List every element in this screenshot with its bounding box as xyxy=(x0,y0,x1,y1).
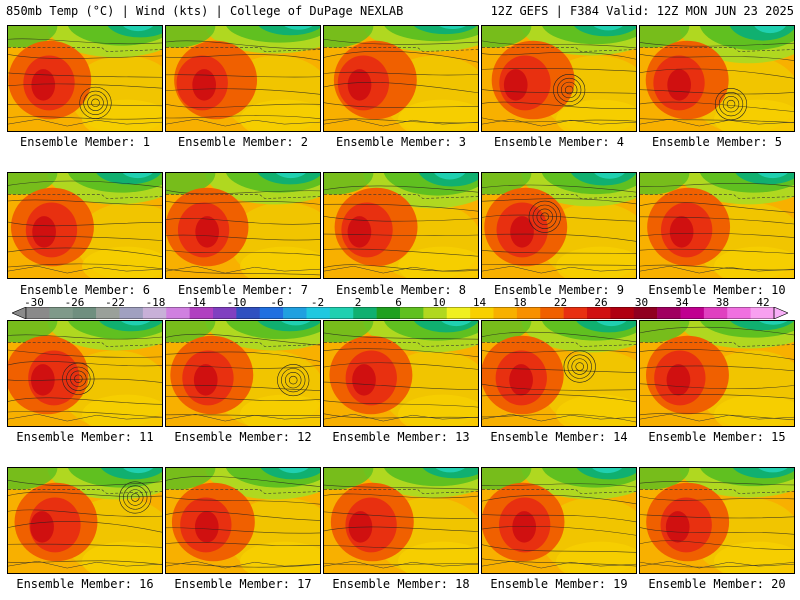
colorbar-tick-label: -26 xyxy=(64,296,85,309)
model-run-info: 12Z GEFS | F384 Valid: 12Z MON JUN 23 20… xyxy=(490,4,794,18)
ensemble-member-label: Ensemble Member: 20 xyxy=(648,577,786,591)
ensemble-member-label: Ensemble Member: 4 xyxy=(493,135,625,149)
ensemble-member-map xyxy=(639,320,795,427)
ensemble-member-map xyxy=(165,320,321,427)
colorbar-tick-label: 10 xyxy=(432,296,446,309)
colorbar-tick-label: -2 xyxy=(310,296,325,309)
ensemble-member-label: Ensemble Member: 12 xyxy=(174,430,312,444)
ensemble-member-label: Ensemble Member: 1 xyxy=(19,135,151,149)
ensemble-member-map xyxy=(7,467,163,574)
ensemble-member-label: Ensemble Member: 17 xyxy=(174,577,312,591)
ensemble-member-label: Ensemble Member: 11 xyxy=(16,430,154,444)
ensemble-member-label: Ensemble Member: 5 xyxy=(651,135,783,149)
ensemble-member-map xyxy=(323,467,479,574)
temperature-colorbar xyxy=(12,307,788,319)
colorbar-tick-label: -18 xyxy=(145,296,166,309)
ensemble-member-label: Ensemble Member: 14 xyxy=(490,430,628,444)
ensemble-member-label: Ensemble Member: 9 xyxy=(493,283,625,297)
ensemble-member-map xyxy=(323,172,479,279)
ensemble-member-map xyxy=(7,172,163,279)
ensemble-member-map xyxy=(481,320,637,427)
ensemble-member-label: Ensemble Member: 16 xyxy=(16,577,154,591)
ensemble-member-label: Ensemble Member: 7 xyxy=(177,283,309,297)
colorbar-tick-label: -22 xyxy=(105,296,125,309)
map-title: 850mb Temp (°C) | Wind (kts) | College o… xyxy=(6,4,404,18)
ensemble-member-label: Ensemble Member: 6 xyxy=(19,283,151,297)
ensemble-member-map xyxy=(639,467,795,574)
ensemble-member-map xyxy=(323,25,479,132)
ensemble-member-map xyxy=(7,320,163,427)
ensemble-member-map xyxy=(481,172,637,279)
colorbar-tick-label: 6 xyxy=(395,296,402,309)
ensemble-member-map xyxy=(165,172,321,279)
ensemble-member-map xyxy=(323,320,479,427)
colorbar-tick-label: -10 xyxy=(226,296,247,309)
colorbar-tick-label: 42 xyxy=(756,296,770,309)
ensemble-member-label: Ensemble Member: 10 xyxy=(648,283,786,297)
ensemble-member-label: Ensemble Member: 3 xyxy=(335,135,467,149)
colorbar-tick-label: -30 xyxy=(24,296,44,309)
colorbar-tick-label: 18 xyxy=(513,296,527,309)
colorbar-tick-label: 22 xyxy=(553,296,568,309)
ensemble-member-label: Ensemble Member: 2 xyxy=(177,135,309,149)
colorbar-tick-label: 26 xyxy=(594,296,608,309)
ensemble-member-map xyxy=(639,25,795,132)
ensemble-member-map xyxy=(481,467,637,574)
colorbar-tick-label: 38 xyxy=(715,296,730,309)
colorbar-tick-label: -14 xyxy=(186,296,206,309)
ensemble-member-label: Ensemble Member: 13 xyxy=(332,430,470,444)
colorbar-tick-label: 30 xyxy=(634,296,649,309)
ensemble-member-label: Ensemble Member: 15 xyxy=(648,430,786,444)
colorbar-tick-label: 14 xyxy=(472,296,487,309)
ensemble-member-label: Ensemble Member: 19 xyxy=(490,577,628,591)
colorbar-tick-label: 34 xyxy=(675,296,689,309)
ensemble-member-map xyxy=(481,25,637,132)
ensemble-member-map xyxy=(165,25,321,132)
ensemble-member-label: Ensemble Member: 8 xyxy=(335,283,467,297)
ensemble-member-label: Ensemble Member: 18 xyxy=(332,577,470,591)
ensemble-member-map xyxy=(639,172,795,279)
colorbar-tick-label: -6 xyxy=(270,296,284,309)
colorbar-tick-label: 2 xyxy=(354,296,362,309)
ensemble-member-map xyxy=(165,467,321,574)
ensemble-member-map xyxy=(7,25,163,132)
